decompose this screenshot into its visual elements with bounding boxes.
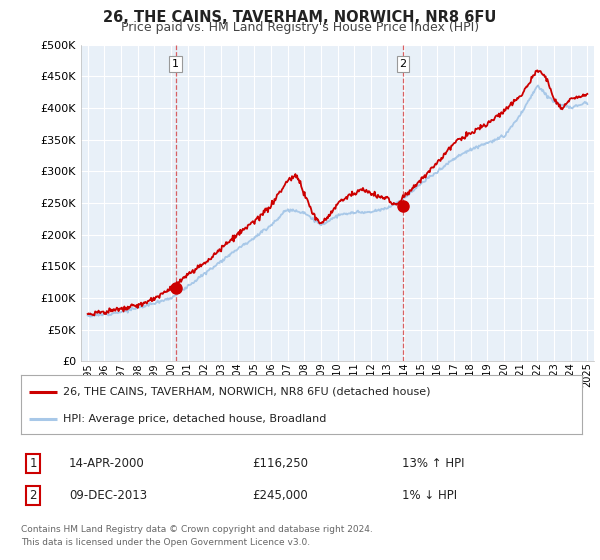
Text: 2: 2	[400, 59, 407, 69]
Text: 1% ↓ HPI: 1% ↓ HPI	[402, 489, 457, 502]
Text: 26, THE CAINS, TAVERHAM, NORWICH, NR8 6FU (detached house): 26, THE CAINS, TAVERHAM, NORWICH, NR8 6F…	[63, 386, 431, 396]
Text: £245,000: £245,000	[252, 489, 308, 502]
Text: 1: 1	[29, 457, 37, 470]
Text: £116,250: £116,250	[252, 457, 308, 470]
Text: 26, THE CAINS, TAVERHAM, NORWICH, NR8 6FU: 26, THE CAINS, TAVERHAM, NORWICH, NR8 6F…	[103, 10, 497, 25]
Text: Price paid vs. HM Land Registry's House Price Index (HPI): Price paid vs. HM Land Registry's House …	[121, 21, 479, 34]
Text: 13% ↑ HPI: 13% ↑ HPI	[402, 457, 464, 470]
Text: Contains HM Land Registry data © Crown copyright and database right 2024.
This d: Contains HM Land Registry data © Crown c…	[21, 525, 373, 547]
Text: 09-DEC-2013: 09-DEC-2013	[69, 489, 147, 502]
Text: 14-APR-2000: 14-APR-2000	[69, 457, 145, 470]
Text: 1: 1	[172, 59, 179, 69]
Text: 2: 2	[29, 489, 37, 502]
Text: HPI: Average price, detached house, Broadland: HPI: Average price, detached house, Broa…	[63, 414, 326, 424]
